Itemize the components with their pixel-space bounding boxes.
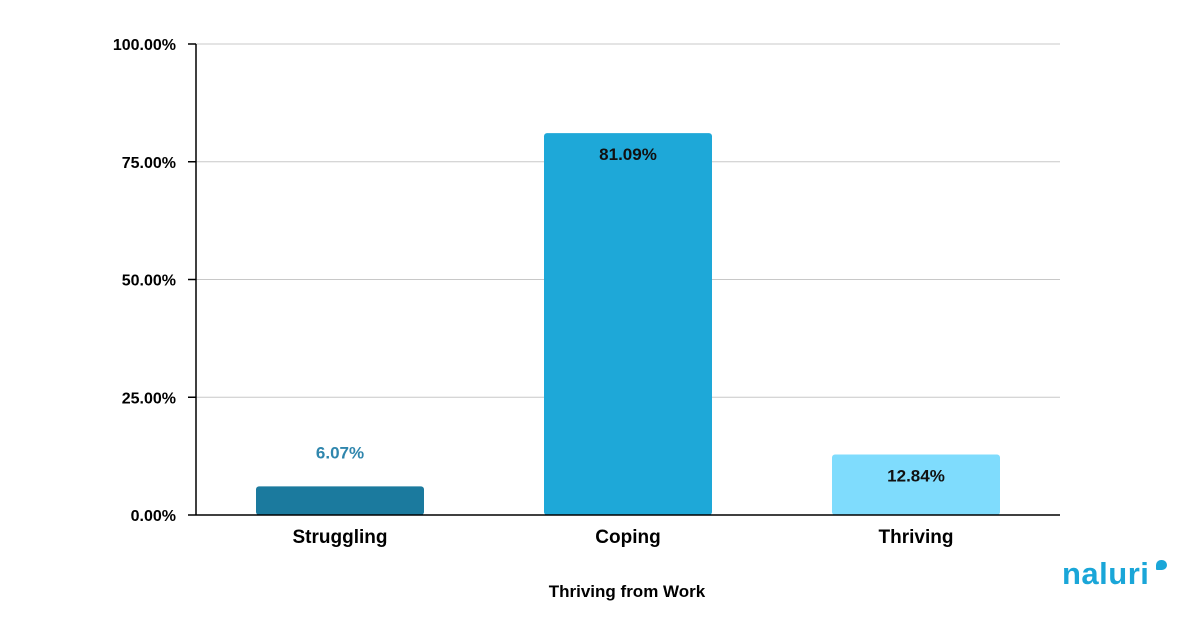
axes	[188, 43, 1060, 516]
labels: 0.00% 25.00% 50.00% 75.00% 100.00% Struggling…	[113, 37, 954, 548]
bar-struggling	[256, 486, 424, 515]
x-tick-label: Struggling	[293, 527, 388, 548]
y-tick-label: 75.00%	[122, 155, 176, 172]
bar-coping	[544, 133, 712, 515]
logo-bubble-icon	[1156, 560, 1167, 570]
x-axis-title: Thriving from Work	[549, 582, 706, 601]
naluri-logo: naluri	[1062, 556, 1150, 591]
x-tick-label: Coping	[595, 527, 660, 548]
data-label: 6.07%	[316, 443, 364, 462]
y-tick-label: 50.00%	[122, 273, 176, 290]
data-label: 12.84%	[887, 467, 945, 486]
y-tick-label: 0.00%	[131, 508, 176, 525]
data-label: 81.09%	[599, 145, 657, 164]
bars	[256, 133, 1000, 515]
x-tick-label: Thriving	[879, 527, 954, 548]
y-tick-label: 100.00%	[113, 37, 176, 54]
bar-thriving	[832, 454, 1000, 515]
y-tick-label: 25.00%	[122, 390, 176, 407]
